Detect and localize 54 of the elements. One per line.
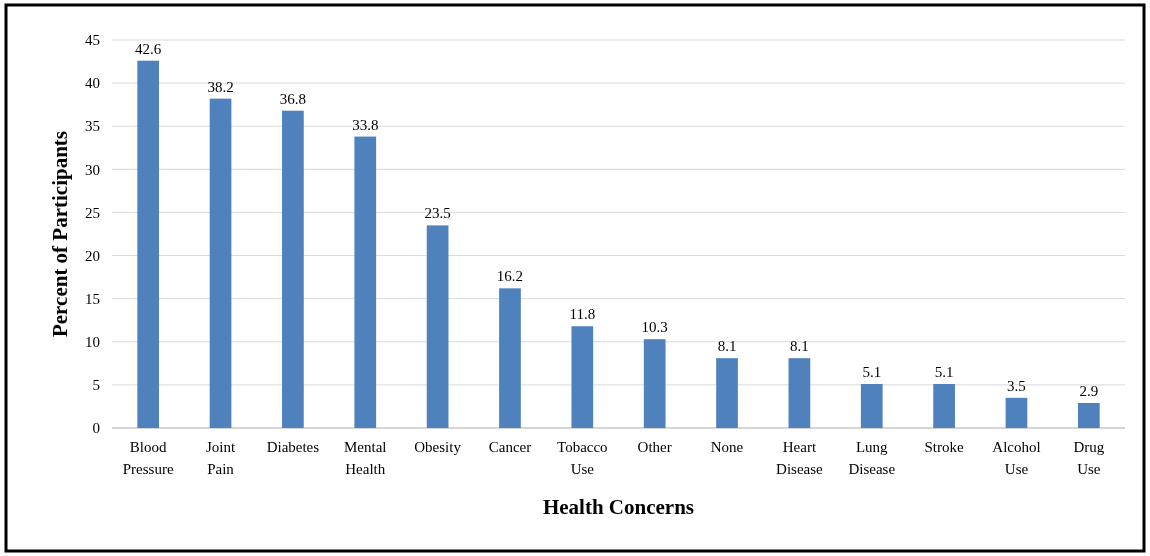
x-tick-label: Obesity (414, 439, 462, 455)
x-tick-label: Diabetes (266, 439, 320, 455)
bar (426, 225, 449, 428)
x-tick-label: Other (637, 439, 672, 455)
bar (137, 60, 160, 428)
bar (499, 288, 521, 428)
data-label: 5.1 (862, 364, 882, 381)
x-axis-title: Health Concerns (542, 495, 695, 519)
data-label: 8.1 (717, 338, 737, 355)
data-label: 23.5 (424, 205, 451, 222)
x-tick-label: Stroke (924, 439, 965, 455)
bar (282, 110, 304, 428)
y-tick-label: 5 (92, 377, 100, 394)
bar (716, 358, 738, 428)
y-tick-label: 20 (85, 247, 100, 264)
data-label: 8.1 (790, 338, 809, 355)
bar (860, 384, 883, 428)
data-label: 5.1 (934, 364, 954, 381)
x-tick-label: None (710, 439, 744, 455)
y-axis-title: Percent of Participants (48, 130, 72, 338)
data-label: 42.6 (135, 40, 162, 57)
x-tick-label: Blood Pressure (122, 439, 174, 477)
data-label: 33.8 (352, 116, 379, 133)
bar (788, 358, 811, 428)
data-label: 36.8 (279, 90, 307, 107)
bar (571, 326, 594, 428)
y-tick-label: 15 (85, 290, 100, 307)
bar (1077, 403, 1100, 428)
bar (643, 339, 666, 428)
x-tick-label: Alcohol Use (992, 439, 1041, 477)
y-tick-label: 40 (85, 75, 100, 92)
bar (933, 384, 955, 428)
y-tick-label: 30 (85, 161, 100, 178)
y-tick-label: 0 (92, 420, 100, 437)
x-tick-label: Mental Health (344, 439, 387, 477)
y-tick-label: 45 (85, 32, 100, 49)
x-tick-label: Cancer (488, 439, 532, 455)
x-tick-label: Heart Disease (776, 439, 824, 477)
bar (209, 98, 232, 428)
data-label: 11.8 (569, 306, 596, 323)
data-label: 2.9 (1079, 383, 1099, 399)
data-label: 3.5 (1007, 377, 1026, 394)
x-tick-label: Lung Disease (848, 439, 896, 477)
x-tick-label: Joint Pain (205, 439, 236, 477)
y-tick-label: 25 (85, 204, 100, 221)
data-label: 16.2 (496, 268, 524, 285)
y-tick-label: 35 (85, 118, 100, 135)
bar (1005, 397, 1028, 428)
bar (354, 136, 377, 428)
x-tick-label: Tobacco Use (557, 439, 608, 477)
data-label: 38.2 (207, 78, 234, 95)
x-tick-label: Drug Use (1073, 439, 1105, 477)
y-tick-label: 10 (85, 334, 100, 351)
data-label: 10.3 (641, 319, 668, 336)
